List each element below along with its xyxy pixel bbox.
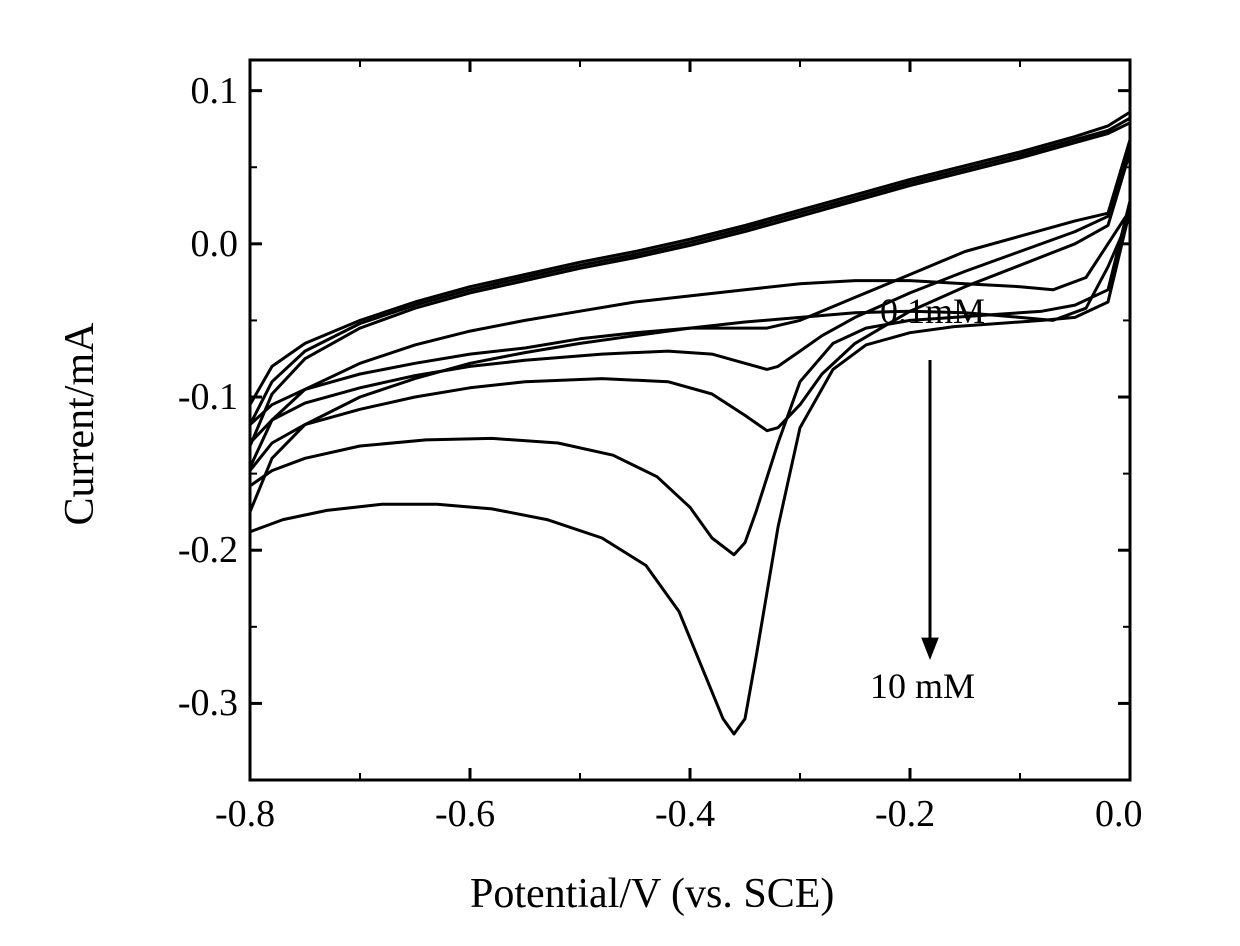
y-tick-label: -0.3 — [178, 681, 238, 725]
annotation-low-conc: 0.1mM — [880, 290, 985, 332]
x-tick-label: -0.2 — [875, 792, 935, 836]
plot-border — [250, 60, 1130, 780]
y-axis-ticks — [250, 91, 1130, 704]
x-tick-label: -0.8 — [215, 792, 275, 836]
x-axis-ticks — [250, 60, 1130, 780]
x-axis-label: Potential/V (vs. SCE) — [470, 870, 834, 918]
x-tick-label: 0.0 — [1095, 792, 1143, 836]
cv-chart: Current/mA Potential/V (vs. SCE) -0.8 -0.… — [0, 0, 1240, 946]
concentration-arrow — [921, 360, 939, 660]
y-axis-label: Current/mA — [56, 294, 104, 554]
x-tick-label: -0.4 — [655, 792, 715, 836]
y-tick-label: -0.2 — [178, 528, 238, 572]
y-tick-label: 0.1 — [191, 69, 239, 113]
y-tick-label: 0.0 — [191, 222, 239, 266]
x-tick-label: -0.6 — [435, 792, 495, 836]
annotation-high-conc: 10 mM — [870, 665, 975, 707]
y-tick-label: -0.1 — [178, 375, 238, 419]
cv-curves — [250, 112, 1130, 734]
chart-svg — [0, 0, 1240, 946]
